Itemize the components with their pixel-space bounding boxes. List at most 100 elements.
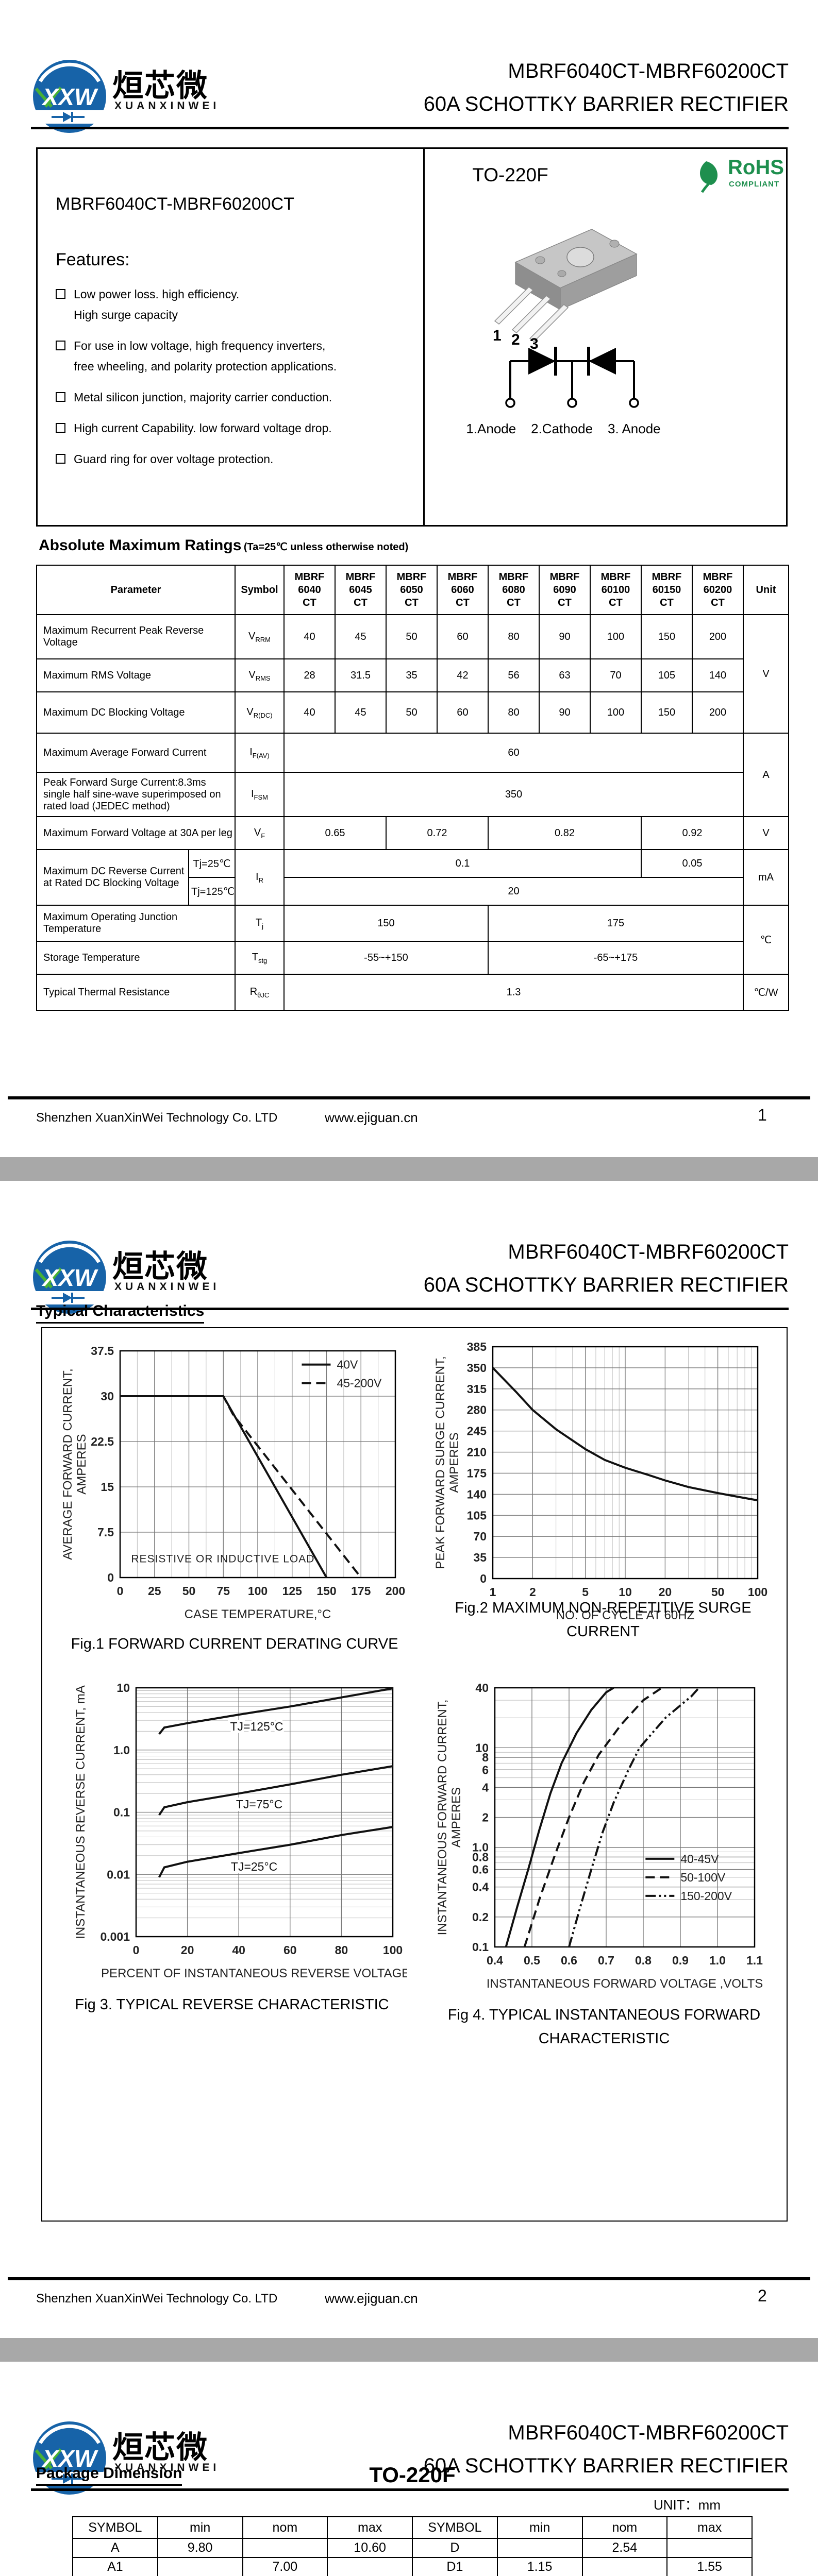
features-title: Features: — [56, 250, 130, 269]
brand-english-name: XUANXINWEI — [114, 100, 220, 112]
svg-text:60: 60 — [283, 1943, 297, 1957]
table-row: Typical Thermal Resistance RθJC 1.3 ℃/W — [36, 974, 789, 1011]
company-logo-icon: XXW — [33, 2421, 106, 2495]
svg-text:0: 0 — [107, 1571, 114, 1584]
svg-text:0.1: 0.1 — [472, 1940, 489, 1954]
table-cell: 1.15 — [496, 2557, 583, 2576]
svg-text:1: 1 — [490, 1585, 496, 1599]
brand-english-name: XUANXINWEI — [114, 1281, 220, 1293]
doc-title-line2: 60A SCHOTTKY BARRIER RECTIFIER — [423, 93, 789, 115]
rohs-badge: RoHS COMPLIANT — [696, 155, 814, 198]
table-cell: 0.05 — [641, 849, 744, 878]
table-cell: 63 — [539, 658, 591, 692]
brand-english-name: XUANXINWEI — [114, 2462, 220, 2473]
svg-text:210: 210 — [467, 1446, 487, 1459]
table-cell: 40 — [283, 691, 336, 734]
svg-text:150: 150 — [316, 1584, 336, 1598]
table-cell: 56 — [488, 658, 540, 692]
table-cell: 0.1 — [283, 849, 642, 878]
pin-number-3: 3 — [530, 335, 539, 350]
features-list: Low power loss. high efficiency. High sur… — [56, 284, 406, 480]
doc-title-line1: MBRF6040CT-MBRF60200CT — [508, 1241, 789, 1263]
brand-chinese-name: 烜芯微 — [112, 1249, 208, 1284]
table-cell: SYMBOL — [412, 2516, 498, 2539]
table-row: A 9.80 10.60 D 2.54 — [72, 2538, 753, 2558]
footer-rule — [8, 1096, 810, 1099]
table-cell: -55~+150 — [283, 941, 489, 975]
svg-text:0: 0 — [117, 1584, 124, 1598]
svg-text:0.9: 0.9 — [672, 1954, 689, 1967]
table-cell: 35 — [386, 658, 438, 692]
overview-box: MBRF6040CT-MBRF60200CT Features: Low pow… — [36, 147, 788, 527]
svg-text:0.6: 0.6 — [472, 1863, 489, 1876]
table-cell: Storage Temperature — [36, 941, 236, 975]
table-cell: 80 — [488, 614, 540, 659]
table-cell: ℃/W — [743, 974, 789, 1011]
table-cell: 1.3 — [283, 974, 744, 1011]
table-cell: IFSM — [235, 772, 285, 817]
table-cell: 200 — [692, 691, 744, 734]
fig2-chart: 1 2 5 10 20 50 100 0 35 70 105 140 175 210 245 280 315 35… — [432, 1331, 772, 1630]
table-cell: min — [157, 2516, 243, 2539]
feature-item: Metal silicon junction, majority carrier… — [56, 387, 406, 408]
svg-text:0.01: 0.01 — [107, 1868, 130, 1881]
svg-text:20: 20 — [659, 1585, 672, 1599]
footer-website: www.ejiguan.cn — [325, 1110, 418, 1125]
table-cell: D — [412, 2538, 498, 2558]
section-title-package-dimension: Package Dimension — [36, 2465, 182, 2486]
svg-text:8: 8 — [482, 1751, 489, 1764]
page-1: XXW 烜芯微 XUANXINWEI MBRF6040CT-MBRF60200C… — [0, 0, 818, 1157]
table-cell: 60 — [283, 733, 744, 773]
svg-text:70: 70 — [473, 1530, 487, 1543]
feature-text: Guard ring for over voltage protection. — [74, 452, 274, 466]
table-cell: 42 — [437, 658, 489, 692]
fig3-chart: 0 20 40 60 80 100 0.001 0.01 0.1 1.0 10 PERCENT OF … — [72, 1676, 428, 1988]
company-logo-icon: XXW — [33, 60, 106, 133]
brand-chinese-name: 烜芯微 — [112, 69, 208, 103]
table-cell: 100 — [590, 614, 642, 659]
doc-title-line2: 60A SCHOTTKY BARRIER RECTIFIER — [423, 2454, 789, 2477]
table-cell: Tj — [235, 905, 285, 942]
svg-text:30: 30 — [101, 1389, 114, 1403]
table-cell: Peak Forward Surge Current:8.3ms single … — [36, 772, 236, 817]
table-cell: Maximum DC Reverse Current at Rated DC B… — [36, 849, 189, 906]
checkbox-icon — [56, 392, 65, 402]
table-cell: 2.54 — [581, 2538, 668, 2558]
checkbox-icon — [56, 289, 65, 299]
table-cell: 350 — [283, 772, 744, 817]
svg-text:50-100V: 50-100V — [680, 1871, 726, 1884]
logo-monogram: XXW — [41, 83, 98, 110]
table-cell: min — [496, 2516, 583, 2539]
svg-text:RESISTIVE OR INDUCTIVE LOAD: RESISTIVE OR INDUCTIVE LOAD — [131, 1553, 314, 1565]
table-cell: nom — [242, 2516, 328, 2539]
table-row: Maximum Forward Voltage at 30A per leg VF… — [36, 816, 789, 850]
svg-text:PERCENT OF INSTANTANEOUS REVER: PERCENT OF INSTANTANEOUS REVERSE VOLTAGE… — [101, 1967, 407, 1980]
table-cell: mA — [743, 849, 789, 906]
fig1-chart: 0 25 50 75 100 125 150 175 200 0 7.5 15 22.5 30 37.5 CA… — [59, 1335, 410, 1629]
svg-text:0.4: 0.4 — [487, 1954, 503, 1967]
svg-text:40: 40 — [475, 1681, 489, 1694]
table-row: Maximum Operating Junction Temperature Tj… — [36, 905, 789, 975]
table-row: Peak Forward Surge Current:8.3ms single … — [36, 772, 789, 817]
table-row: A1 7.00 D1 1.15 1.55 — [72, 2557, 753, 2576]
svg-text:AMPERES: AMPERES — [75, 1434, 89, 1494]
table-cell: MBRF 60100 CT — [590, 565, 642, 615]
svg-text:10: 10 — [475, 1741, 489, 1754]
pin-number-1: 1 — [493, 327, 502, 344]
svg-text:0.1: 0.1 — [113, 1806, 130, 1819]
dual-diode-schematic — [505, 347, 639, 408]
table-cell: 200 — [692, 614, 744, 659]
table-cell: V — [743, 614, 789, 734]
table-cell: 1.55 — [666, 2557, 753, 2576]
feature-text: High current Capability. low forward vol… — [74, 421, 332, 435]
table-cell: Maximum Forward Voltage at 30A per leg — [36, 816, 236, 850]
table-cell: A — [743, 733, 789, 817]
doc-title-line2: 60A SCHOTTKY BARRIER RECTIFIER — [423, 1274, 789, 1296]
table-cell: 9.80 — [157, 2538, 243, 2558]
package-3d-image: 1 2 3 — [493, 229, 638, 350]
section-title-typical-characteristics: Typical Characteristics — [36, 1302, 205, 1324]
feature-text: Metal silicon junction, majority carrier… — [74, 391, 332, 404]
table-cell — [496, 2538, 583, 2558]
table-cell — [157, 2557, 243, 2576]
svg-text:NO. OF CYCLE AT 60HZ: NO. OF CYCLE AT 60HZ — [556, 1608, 695, 1622]
